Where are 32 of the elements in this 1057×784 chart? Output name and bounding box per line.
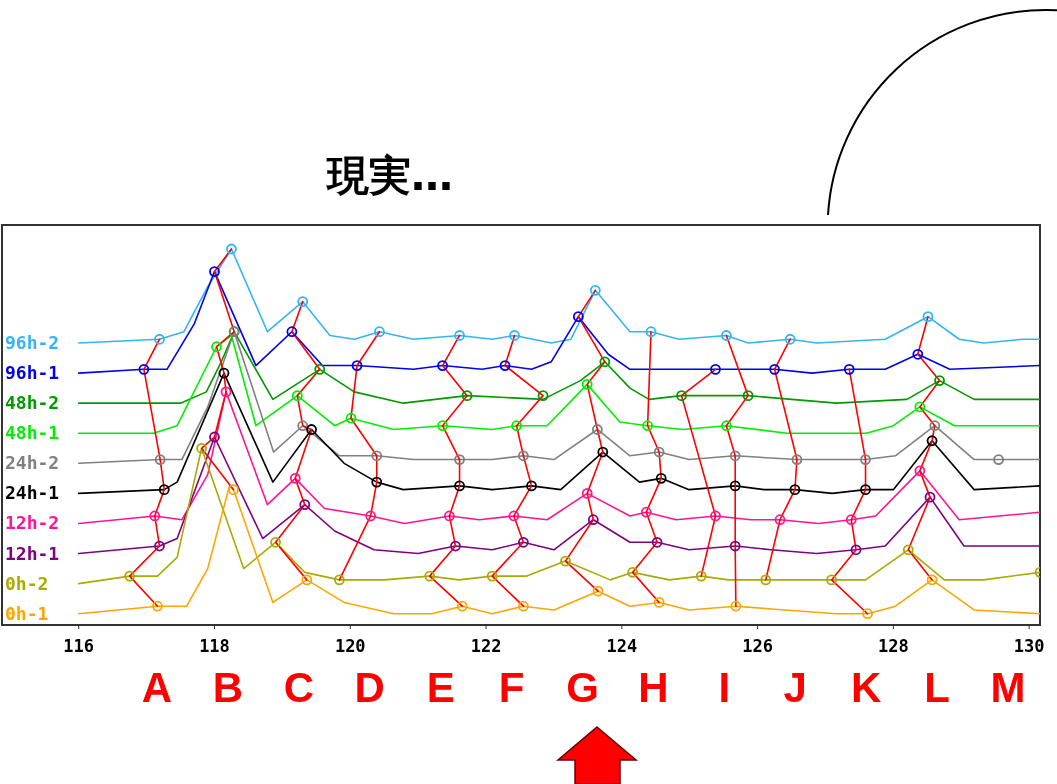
series-label: 24h-2 <box>5 452 60 474</box>
x-tick-label: 130 <box>1013 636 1045 656</box>
series-label: 48h-2 <box>5 392 60 414</box>
text: F <box>498 664 525 711</box>
chart-title: 現実… <box>325 151 453 200</box>
x-tick-label: 126 <box>742 636 773 656</box>
series-label: 48h-1 <box>5 422 60 444</box>
x-tick-label: 128 <box>878 636 909 656</box>
text: J <box>783 664 807 711</box>
text: A <box>141 664 173 711</box>
series-label: 96h-1 <box>5 362 60 384</box>
x-tick-label: 124 <box>606 636 638 656</box>
x-tick-label: 122 <box>470 636 502 656</box>
series-label: 24h-1 <box>5 482 60 504</box>
text: E <box>426 664 455 711</box>
text: M <box>990 664 1026 711</box>
text: K <box>850 664 882 711</box>
series-label: 0h-1 <box>5 602 49 624</box>
x-tick-label: 116 <box>63 636 95 656</box>
text: G <box>566 664 599 711</box>
x-tick-label: 120 <box>334 636 366 656</box>
text: I <box>718 664 731 711</box>
text: B <box>212 664 244 711</box>
text: C <box>283 664 315 711</box>
series-label: 96h-2 <box>5 332 60 353</box>
series-label: 12h-1 <box>5 542 60 564</box>
x-tick-label: 118 <box>199 636 230 656</box>
text: D <box>354 664 385 711</box>
series-label: 0h-2 <box>5 572 49 594</box>
text: L <box>924 664 950 711</box>
text: H <box>638 664 669 711</box>
series-label: 12h-2 <box>5 512 60 534</box>
